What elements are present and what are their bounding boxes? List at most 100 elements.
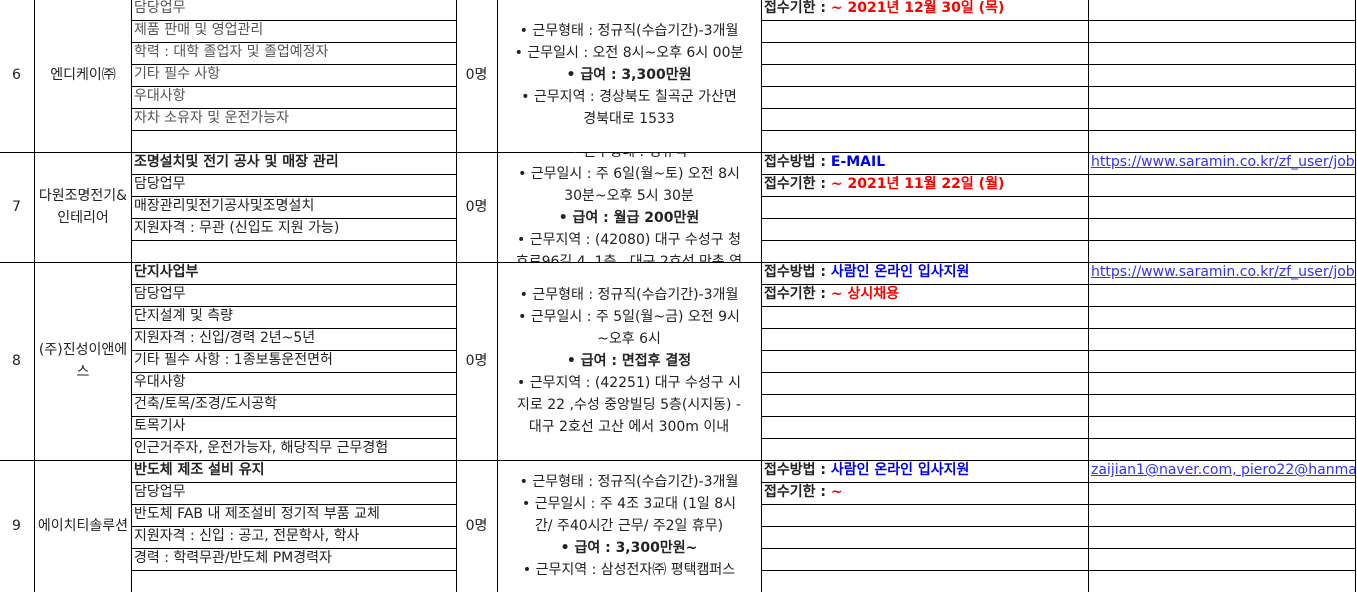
url-line[interactable] [1088, 570, 1356, 592]
company-name[interactable]: 엔디케이㈜ [35, 0, 132, 153]
url-line[interactable] [1088, 306, 1356, 329]
apply-line[interactable] [761, 526, 1089, 549]
apply-line[interactable] [761, 240, 1089, 263]
task-line[interactable]: 기타 필수 사항 : 1종보통운전면허 [131, 350, 457, 373]
url-line[interactable]: zaijian1@naver.com, piero22@hanmail [1088, 460, 1356, 483]
apply-line[interactable] [761, 548, 1089, 571]
task-line[interactable]: 담당업무 [131, 482, 457, 505]
url-line[interactable] [1088, 86, 1356, 109]
url-line[interactable] [1088, 504, 1356, 527]
task-line[interactable]: 기타 필수 사항 [131, 64, 457, 87]
url-line[interactable] [1088, 108, 1356, 131]
url-line[interactable] [1088, 482, 1356, 505]
task-line[interactable]: 담당업무 [131, 284, 457, 307]
url-line[interactable] [1088, 394, 1356, 417]
row-number[interactable]: 7 [0, 152, 35, 263]
task-line[interactable]: 지원자격 : 무관 (신입도 지원 가능) [131, 218, 457, 241]
company-name[interactable]: 다원조명전기&인테리어 [35, 152, 132, 263]
url-line[interactable] [1088, 240, 1356, 263]
apply-line[interactable]: 접수기한 : ~ 2021년 12월 30일 (목) [761, 0, 1089, 21]
apply-line[interactable]: 접수방법 : E-MAIL [761, 152, 1089, 175]
row-number[interactable]: 8 [0, 262, 35, 461]
conditions[interactable]: • 근무형태 : 정규직(수습기간)-3개월 • 근무일시 : 주 4조 3교대 … [497, 460, 762, 592]
company-name[interactable]: (주)진성이앤에스 [35, 262, 132, 461]
url-line[interactable] [1088, 130, 1356, 153]
apply-link[interactable]: zaijian1@naver.com, piero22@hanmail [1091, 462, 1356, 478]
task-line[interactable]: 반도체 제조 설비 유지 [131, 460, 457, 483]
row-number[interactable]: 9 [0, 460, 35, 592]
task-line[interactable] [131, 130, 457, 153]
apply-line[interactable]: 접수기한 : ~ 상시채용 [761, 284, 1089, 307]
url-line[interactable] [1088, 438, 1356, 461]
task-line[interactable]: 매장관리및전기공사및조명설치 [131, 196, 457, 219]
apply-line[interactable] [761, 394, 1089, 417]
url-line[interactable] [1088, 218, 1356, 241]
task-line[interactable]: 지원자격 : 신입/경력 2년~5년 [131, 328, 457, 351]
apply-line[interactable]: 접수방법 : 사람인 온라인 입사지원 [761, 262, 1089, 285]
url-line[interactable] [1088, 0, 1356, 21]
url-line[interactable] [1088, 548, 1356, 571]
conditions[interactable]: • 근무형태 : 정규직(수습기간)-3개월 • 근무일시 : 주 5일(월~금)… [497, 262, 762, 461]
url-line[interactable] [1088, 372, 1356, 395]
apply-line[interactable] [761, 108, 1089, 131]
apply-link[interactable]: https://www.saramin.co.kr/zf_user/jobs/ [1091, 154, 1356, 170]
apply-line[interactable] [761, 130, 1089, 153]
apply-line[interactable] [761, 20, 1089, 43]
apply-line[interactable]: 접수기한 : ~ 2021년 11월 22일 (월) [761, 174, 1089, 197]
task-line[interactable]: 우대사항 [131, 86, 457, 109]
apply-line[interactable] [761, 306, 1089, 329]
conditions[interactable]: • 근무형태 : 정규직(수습기간)-3개월 • 근무일시 : 오전 8시~오후 … [497, 0, 762, 153]
apply-line[interactable] [761, 372, 1089, 395]
task-line[interactable]: 단지설계 및 측량 [131, 306, 457, 329]
url-line[interactable] [1088, 64, 1356, 87]
url-line[interactable]: https://www.saramin.co.kr/zf_user/jobs/ [1088, 262, 1356, 285]
task-line[interactable]: 단지사업부 [131, 262, 457, 285]
apply-line[interactable] [761, 42, 1089, 65]
apply-line[interactable]: 접수방법 : 사람인 온라인 입사지원 [761, 460, 1089, 483]
headcount[interactable]: 0명 [456, 152, 498, 263]
task-line[interactable]: 우대사항 [131, 372, 457, 395]
apply-line[interactable] [761, 64, 1089, 87]
apply-line[interactable] [761, 86, 1089, 109]
apply-line[interactable] [761, 504, 1089, 527]
url-line[interactable] [1088, 526, 1356, 549]
apply-line[interactable] [761, 570, 1089, 592]
apply-line[interactable]: 접수기한 : ~ [761, 482, 1089, 505]
headcount[interactable]: 0명 [456, 0, 498, 153]
task-line[interactable]: 조명설치및 전기 공사 및 매장 관리 [131, 152, 457, 175]
apply-line[interactable] [761, 350, 1089, 373]
apply-line[interactable] [761, 196, 1089, 219]
url-line[interactable] [1088, 350, 1356, 373]
conditions[interactable]: • 근무형태 : 정규직 • 근무일시 : 주 6일(월~토) 오전 8시 30분~… [497, 152, 762, 263]
apply-line[interactable] [761, 416, 1089, 439]
url-line[interactable] [1088, 416, 1356, 439]
company-name[interactable]: 에이치티솔루션 [35, 460, 132, 592]
apply-line[interactable] [761, 328, 1089, 351]
task-line[interactable]: 건축/토목/조경/도시공학 [131, 394, 457, 417]
task-line[interactable]: 자차 소유자 및 운전가능자 [131, 108, 457, 131]
task-line[interactable]: 담당업무 [131, 0, 457, 21]
url-line[interactable] [1088, 42, 1356, 65]
task-line[interactable]: 담당업무 [131, 174, 457, 197]
apply-line[interactable] [761, 438, 1089, 461]
url-line[interactable] [1088, 174, 1356, 197]
task-line[interactable]: 제품 판매 및 영업관리 [131, 20, 457, 43]
task-line[interactable]: 인근거주자, 운전가능자, 해당직무 근무경험 [131, 438, 457, 461]
url-line[interactable] [1088, 196, 1356, 219]
task-line[interactable]: 토목기사 [131, 416, 457, 439]
task-line[interactable]: 반도체 FAB 내 제조설비 정기적 부품 교체 [131, 504, 457, 527]
apply-line[interactable] [761, 218, 1089, 241]
task-line[interactable] [131, 570, 457, 592]
row-number[interactable]: 6 [0, 0, 35, 153]
apply-link[interactable]: https://www.saramin.co.kr/zf_user/jobs/ [1091, 264, 1356, 280]
url-line[interactable] [1088, 20, 1356, 43]
headcount[interactable]: 0명 [456, 262, 498, 461]
url-line[interactable] [1088, 328, 1356, 351]
task-line[interactable] [131, 240, 457, 263]
task-line[interactable]: 경력 : 학력무관/반도체 PM경력자 [131, 548, 457, 571]
url-line[interactable]: https://www.saramin.co.kr/zf_user/jobs/ [1088, 152, 1356, 175]
task-line[interactable]: 지원자격 : 신입 : 공고, 전문학사, 학사 [131, 526, 457, 549]
headcount[interactable]: 0명 [456, 460, 498, 592]
url-line[interactable] [1088, 284, 1356, 307]
task-line[interactable]: 학력 : 대학 졸업자 및 졸업예정자 [131, 42, 457, 65]
